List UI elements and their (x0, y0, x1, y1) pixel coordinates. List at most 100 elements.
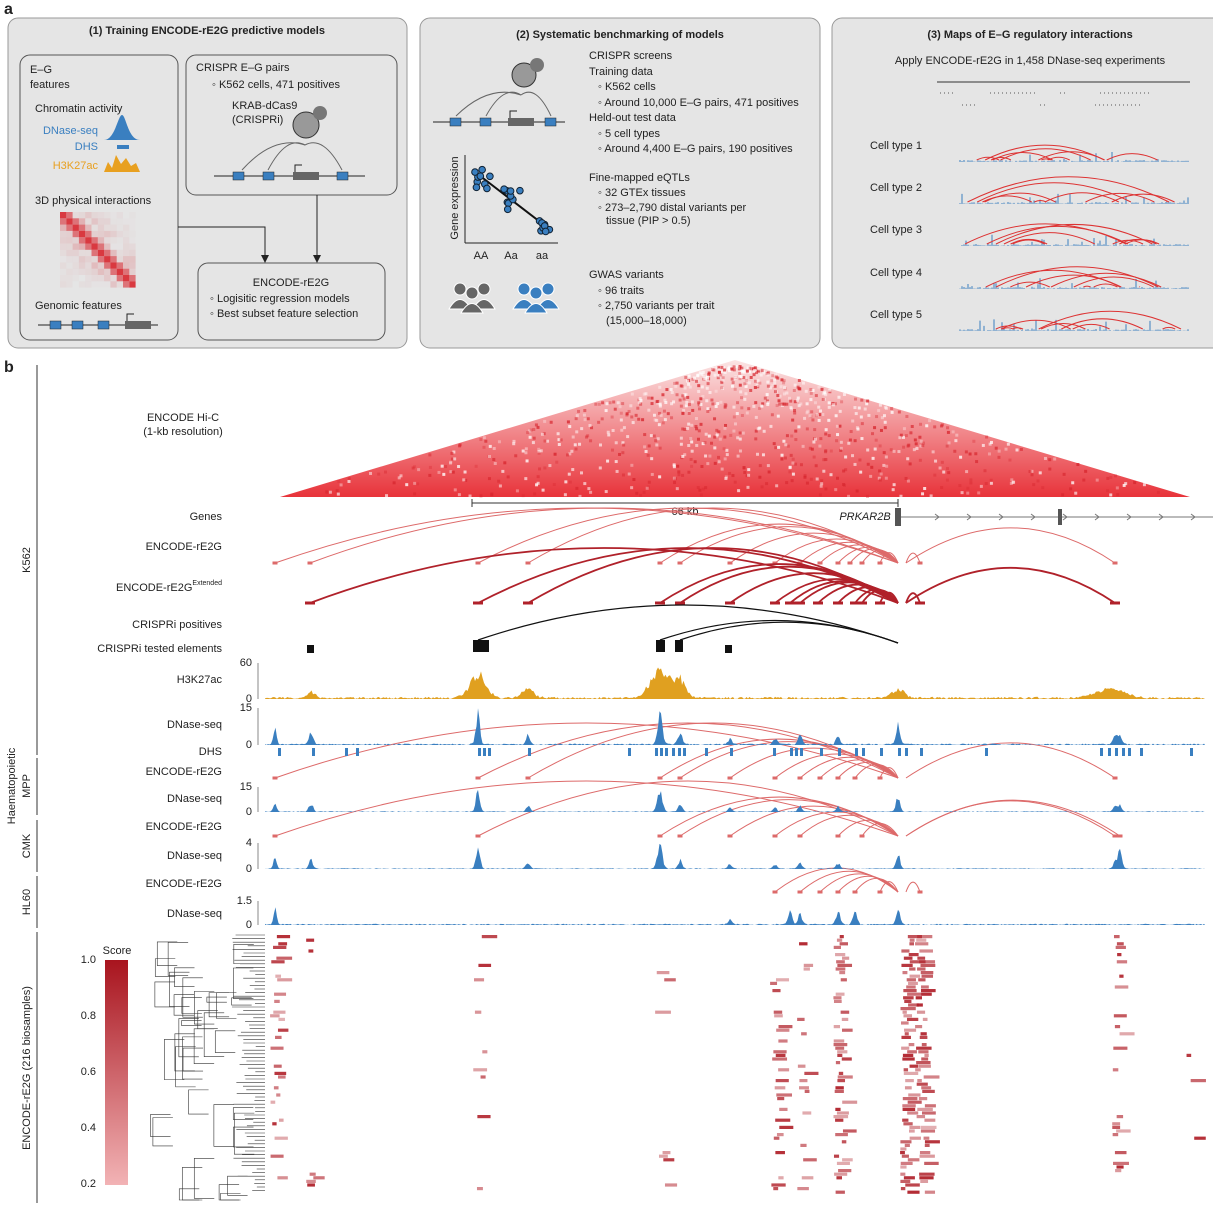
heatmap-cell (919, 1176, 934, 1180)
hic-pixel (728, 369, 732, 373)
dendro (150, 1114, 171, 1137)
hic-pixel (698, 488, 702, 492)
hic-pixel (549, 420, 553, 424)
mini-arc (992, 152, 1053, 161)
heatmap-cell (917, 1107, 933, 1111)
hic-cell (110, 268, 117, 275)
hic-pixel (548, 464, 552, 468)
label: Aa (504, 250, 518, 262)
hic-cell (72, 230, 79, 238)
hic-pixel (732, 368, 736, 372)
dhs-peak (655, 748, 658, 756)
heatmap-cell (907, 935, 922, 939)
hic-pixel (779, 385, 783, 389)
hic-pixel (940, 486, 944, 490)
hic-pixel (856, 427, 860, 431)
hic-pixel (1062, 472, 1066, 476)
hic-pixel (627, 472, 631, 476)
hic-pixel (770, 379, 774, 383)
hic-pixel (695, 443, 699, 447)
hic-pixel (747, 381, 751, 385)
hic-pixel (808, 414, 812, 418)
hic-pixel (782, 379, 786, 383)
mini-arc (1085, 193, 1155, 203)
heatmap-cell (840, 978, 847, 982)
label: ENCODE-rE2G (146, 878, 222, 890)
heatmap-cell (921, 992, 932, 996)
heatmap-cell (658, 1154, 668, 1158)
hic-pixel (662, 409, 666, 413)
heatmap-cell (921, 1111, 936, 1115)
heatmap-cell (834, 1089, 844, 1093)
hic-pixel (738, 365, 742, 369)
hic-pixel (697, 384, 701, 388)
hic-pixel (492, 446, 496, 450)
hic-pixel (806, 409, 810, 413)
heatmap-cell (920, 971, 934, 975)
hic-cell (85, 262, 92, 269)
hic-pixel (812, 455, 816, 459)
element (817, 776, 823, 780)
hic-pixel (594, 402, 598, 406)
hic-pixel (736, 436, 740, 440)
hic-pixel (659, 413, 663, 417)
heatmap-cell (1116, 1129, 1131, 1133)
hic-pixel (908, 462, 912, 466)
heatmap-cell (307, 1183, 315, 1187)
mini-arc (1012, 327, 1024, 330)
hic-pixel (941, 423, 945, 427)
heatmap-cell (772, 989, 781, 993)
dhs-peak (278, 748, 281, 756)
heatmap-cell (804, 1071, 819, 1075)
hic-pixel (785, 402, 789, 406)
hic-pixel (813, 401, 817, 405)
hic-pixel (885, 464, 889, 468)
heatmap-cell (833, 1043, 848, 1047)
heatmap-cell (902, 1057, 915, 1061)
hic-pixel (578, 442, 582, 446)
heatmap-cell (1116, 942, 1124, 946)
dhs-peak (705, 748, 708, 756)
hic-pixel (745, 369, 749, 373)
dendro (234, 1112, 255, 1155)
heatmap-cell (1114, 1151, 1127, 1155)
hic-pixel (727, 367, 731, 371)
hic-cell (104, 281, 110, 287)
hic-pixel (699, 493, 703, 497)
dhs-peak (665, 748, 668, 756)
hic-pixel (1076, 463, 1080, 467)
heatmap-cell (836, 1176, 843, 1180)
arc (274, 722, 899, 779)
hic-pixel (874, 438, 878, 442)
heatmap-cell (900, 1172, 906, 1176)
heatmap-cell (836, 960, 845, 964)
heatmap-cell (778, 1039, 788, 1043)
element (817, 561, 823, 565)
hic-cell (104, 212, 110, 218)
hic-pixel (580, 427, 584, 431)
hic-pixel (669, 388, 673, 392)
hic-pixel (1115, 486, 1119, 490)
hic-pixel (537, 450, 541, 454)
hic-pixel (642, 490, 646, 494)
dendro (218, 1184, 240, 1201)
hic-pixel (650, 402, 654, 406)
hic-pixel (793, 411, 797, 415)
hic-pixel (921, 492, 925, 496)
hic-pixel (824, 458, 828, 462)
heatmap-cell (917, 1079, 922, 1083)
hic-pixel (610, 415, 614, 419)
hic-cell (60, 249, 67, 257)
hic-pixel (753, 379, 757, 383)
heatmap-cell (909, 1125, 921, 1129)
arc (774, 811, 899, 837)
heatmap-cell (1116, 1165, 1124, 1169)
dendro (181, 1020, 202, 1026)
label: ENCODE-rE2G (253, 277, 329, 289)
hic-pixel (687, 470, 691, 474)
dendro (154, 981, 175, 1008)
heatmap-cell (904, 1032, 909, 1036)
hic-cell (66, 218, 73, 225)
hic-pixel (543, 466, 547, 470)
hic-pixel (781, 402, 785, 406)
